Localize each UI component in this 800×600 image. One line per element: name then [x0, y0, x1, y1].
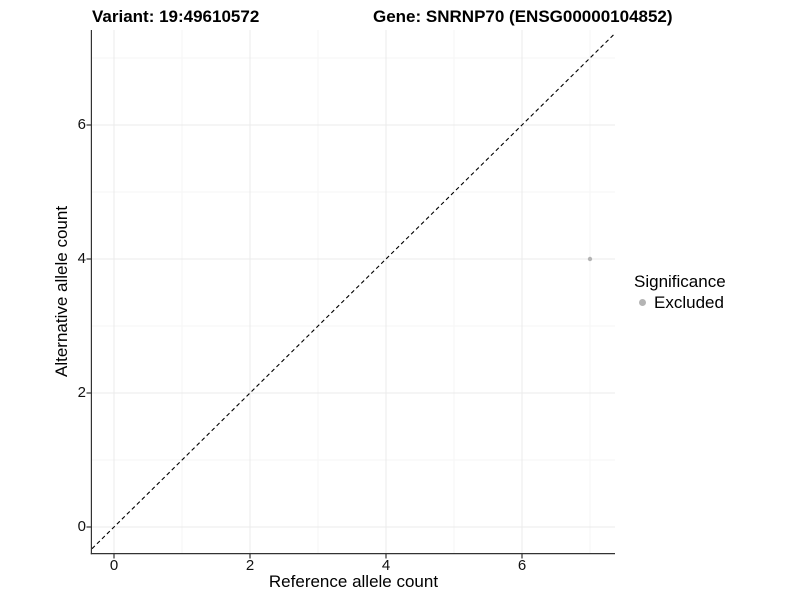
y-tick-label: 0	[77, 518, 86, 535]
data-point	[587, 256, 593, 262]
x-tick-label: 6	[517, 557, 527, 574]
legend-item-excluded: Excluded	[634, 293, 726, 312]
x-tick-label: 2	[245, 557, 255, 574]
y-tick-label: 6	[77, 116, 86, 133]
x-tick-label: 0	[109, 557, 119, 574]
legend-key	[634, 294, 651, 311]
plot-title-variant: Variant: 19:49610572	[92, 7, 260, 26]
plot-title-gene: Gene: SNRNP70 (ENSG00000104852)	[373, 7, 673, 26]
y-axis-title: Alternative allele count	[52, 205, 71, 378]
identity-line	[91, 32, 616, 550]
x-tick-label: 4	[381, 557, 391, 574]
legend-title: Significance	[634, 272, 726, 291]
y-tick-label: 4	[77, 250, 86, 267]
y-tick-label: 2	[77, 384, 86, 401]
plot-panel	[86, 30, 616, 559]
excluded-point-icon	[639, 299, 646, 306]
legend: Significance Excluded	[634, 272, 726, 312]
x-axis-title: Reference allele count	[268, 572, 439, 591]
legend-item-label: Excluded	[654, 293, 724, 312]
